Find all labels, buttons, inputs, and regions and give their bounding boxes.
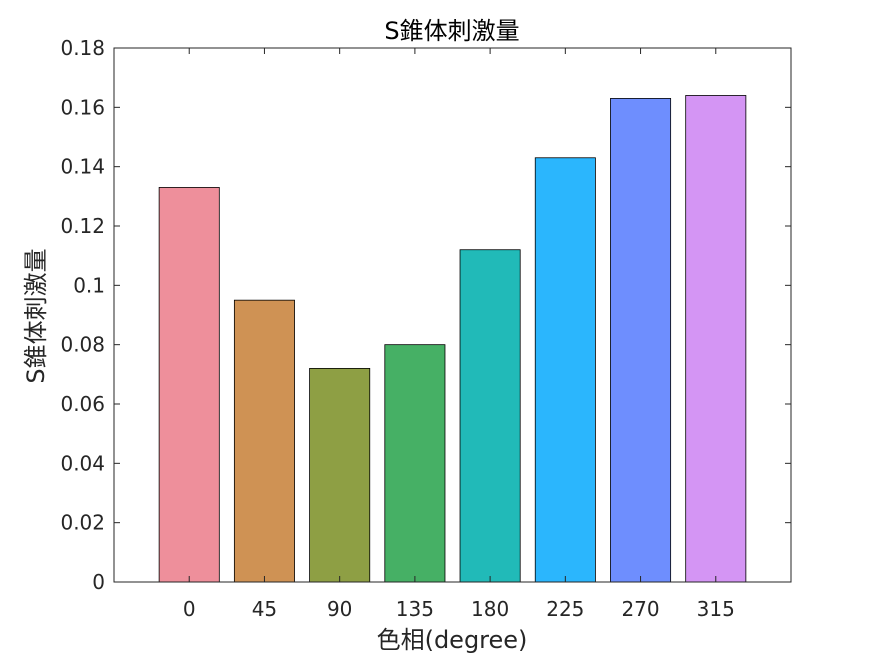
- bar-0: [158, 187, 220, 583]
- x-tick-label: 270: [621, 597, 659, 621]
- x-tick-label: 0: [183, 597, 196, 621]
- bar-45: [233, 299, 295, 583]
- bar-90: [309, 367, 371, 583]
- y-tick-label: 0.16: [60, 95, 105, 119]
- y-tick-label: 0.1: [73, 273, 105, 297]
- y-tick-label: 0.04: [60, 451, 105, 475]
- x-tick-label: 45: [252, 597, 277, 621]
- bar-270: [610, 98, 672, 583]
- y-tick-label: 0: [92, 570, 105, 594]
- y-tick-label: 0.02: [60, 511, 105, 535]
- y-tick-label: 0.14: [60, 155, 105, 179]
- bar-315: [685, 95, 747, 583]
- x-tick-label: 315: [697, 597, 735, 621]
- y-axis-title: S錐体刺激量: [22, 248, 50, 383]
- x-tick-label: 180: [471, 597, 509, 621]
- chart-title: S錐体刺激量: [384, 17, 519, 45]
- plot-frame: [113, 47, 792, 583]
- bar-180: [459, 249, 521, 583]
- bar-135: [384, 344, 446, 583]
- y-tick-label: 0.06: [60, 392, 105, 416]
- x-axis-title: 色相(degree): [377, 626, 528, 654]
- x-tick-label: 225: [546, 597, 584, 621]
- x-tick-label: 135: [396, 597, 434, 621]
- y-tick-label: 0.08: [60, 333, 105, 357]
- y-tick-label: 0.18: [60, 36, 105, 60]
- bar-225: [534, 157, 596, 583]
- x-tick-label: 90: [327, 597, 352, 621]
- y-tick-label: 0.12: [60, 214, 105, 238]
- plot-area: [114, 48, 791, 582]
